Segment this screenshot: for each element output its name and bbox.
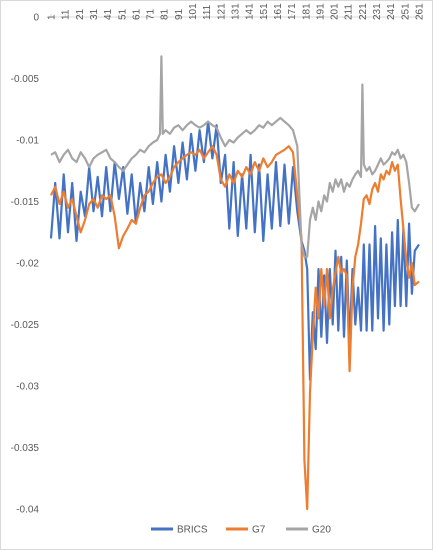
y-tick-label: -0.005 xyxy=(11,74,40,85)
series-line-g7 xyxy=(50,145,420,511)
y-tick-label: -0.01 xyxy=(16,136,39,147)
x-tick-label: 111 xyxy=(202,4,213,20)
y-tick-label: -0.03 xyxy=(16,382,39,393)
x-tick-label: 51 xyxy=(117,8,128,20)
x-tick-label: 21 xyxy=(75,8,86,20)
x-tick-label: 241 xyxy=(386,3,397,20)
y-tick-label: 0 xyxy=(33,13,39,24)
x-tick-label: 31 xyxy=(89,8,100,20)
y-tick-label: -0.015 xyxy=(11,197,40,208)
x-tick-label: 151 xyxy=(259,3,270,20)
legend-label-g20: G20 xyxy=(312,525,331,536)
x-tick-label: 221 xyxy=(358,3,369,20)
x-tick-label: 91 xyxy=(174,8,185,20)
y-tick-label: -0.025 xyxy=(11,320,40,331)
x-tick-label: 101 xyxy=(188,3,199,20)
y-tick-label: -0.02 xyxy=(16,259,39,270)
x-tick-label: 171 xyxy=(287,3,298,20)
x-tick-label: 41 xyxy=(103,8,114,20)
series-line-g20 xyxy=(50,55,420,258)
x-tick-label: 131 xyxy=(231,3,242,20)
x-tick-label: 251 xyxy=(400,3,411,20)
legend-label-g7: G7 xyxy=(252,525,266,536)
legend-label-brics: BRICS xyxy=(177,525,208,536)
y-tick-label: -0.035 xyxy=(11,443,40,454)
x-tick-label: 61 xyxy=(131,8,142,20)
series-line-brics xyxy=(49,120,420,381)
x-tick-label: 141 xyxy=(245,3,256,20)
x-tick-label: 121 xyxy=(216,3,227,20)
x-tick-label: 201 xyxy=(330,3,341,20)
x-tick-label: 231 xyxy=(372,3,383,20)
x-tick-label: 1 xyxy=(47,14,58,20)
x-tick-label: 261 xyxy=(415,3,426,20)
x-tick-label: 11 xyxy=(61,9,72,20)
x-tick-label: 161 xyxy=(273,3,284,20)
x-tick-label: 191 xyxy=(315,3,326,20)
x-tick-label: 71 xyxy=(146,8,157,20)
x-tick-label: 181 xyxy=(301,3,312,20)
x-tick-label: 211 xyxy=(344,4,355,20)
x-tick-label: 81 xyxy=(160,8,171,20)
y-tick-label: -0.04 xyxy=(16,505,39,516)
